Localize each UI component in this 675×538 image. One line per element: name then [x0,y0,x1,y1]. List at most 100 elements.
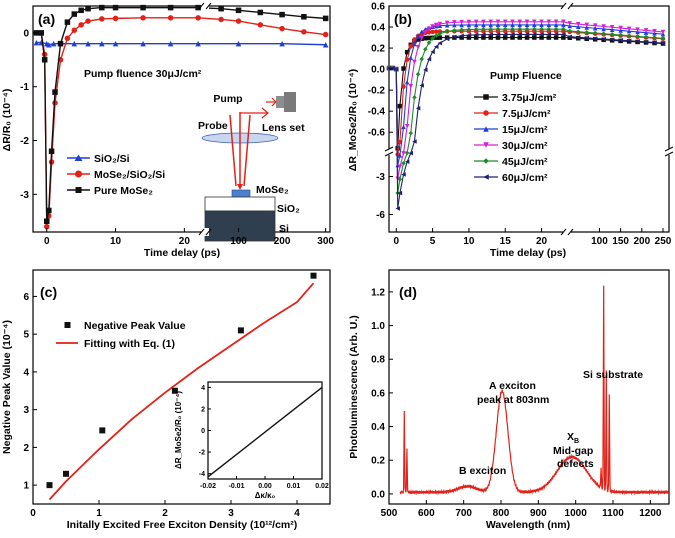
panel-b-xtick-l1: 5 [430,236,436,247]
panel-b-series-4-point-27 [524,26,530,32]
panel-b-ytick-t3: 0.0 [371,65,385,76]
panel-b-series-5-point-26 [517,32,523,37]
panel-b-series-4-point-5 [401,160,406,166]
panel-a-series-1-point-13 [112,15,119,22]
panel-c-inset-xtick-1: -0.01 [229,483,245,490]
panel-b-series-0-point-25 [510,35,515,40]
panel-a-series-2-point-7 [57,40,64,47]
legend-b-marker-3 [483,142,489,148]
panel-b-series-2-point-41 [635,29,640,35]
panel-b-series-3-point-25 [510,19,515,25]
panel-b-series-2-point-34 [575,24,581,30]
panel-c-legend: Negative Peak Value Fitting with Eq. (1) [56,320,186,350]
panel-c-inset-line [207,386,323,478]
legend-b-marker-0 [483,94,489,100]
panel-b-series-4-point-44 [660,36,666,41]
panel-b-series-5-point-41 [635,39,640,44]
panel-b-ytick-b0: -3 [376,172,385,183]
panel-a-axis-break-bottom-l [198,228,205,236]
panel-d-xtick-1: 600 [418,508,435,519]
legend-b-marker-5 [483,174,489,180]
panel-b-series-5-point-30 [546,32,552,37]
panel-b-series-2-point-4 [397,153,403,158]
panel-b-series-4-point-12 [426,40,432,46]
sio2-layer [204,196,276,212]
legend-a-marker-2 [75,187,82,193]
panel-a-fluence-annotation: Pump fluence 30μJ/cm² [84,68,202,80]
panel-b-series-5-point-8 [412,139,417,144]
legend-b-text-2: 15μJ/cm² [502,124,548,136]
panel-a-series-0-point-13 [235,40,242,47]
panel-b-xtick-l4: 20 [536,236,548,247]
panel-b-ybreak-a-0 [384,146,394,152]
panel-a-series-0-point-3 [46,41,52,48]
panel-d-ytick-2: 0.4 [371,422,385,433]
panel-b-xtick-r1: 150 [612,236,629,247]
panel-a-series-2-point-13 [112,4,119,11]
legend-a-text-0: SiO₂/Si [94,153,130,165]
panel-b-series-4-point-16 [444,29,450,34]
panel-b-axis-break-top-gap [563,2,571,10]
panel-b-series-2-point-22 [488,22,493,28]
panel-b-series-3-point-29 [539,19,544,25]
panel-c-ylabel: Negative Peak Value (10⁻⁴) [1,320,13,454]
panel-b-series-3-point-23 [495,19,501,25]
panel-a-series-1-point-20 [279,25,285,32]
panel-b-series-4-point-13 [430,36,435,41]
panel-b-series-3-point-18 [459,19,464,25]
panel-b-series-5-point-13 [430,49,435,55]
panel-b-series-4-point-9 [415,71,421,77]
panel-b-series-4-point-43 [652,35,657,40]
panel-c-ytick-4: 5 [23,330,29,341]
panel-b-series-0-point-30 [546,35,552,40]
panel-b-series-5-point-21 [481,32,486,37]
panel-d-label: (d) [399,284,417,300]
panel-b-series-3-point-5 [401,151,406,156]
legend-c-text-1: Fitting with Eq. (1) [84,338,175,350]
panel-b-series-3-point-42 [643,28,649,33]
panel-b-series-4-point-35 [584,30,589,35]
panel-b-ybreak-gap-0 [385,149,393,155]
panel-b-series-3-point-28 [532,19,537,25]
panel-d-ytick-6: 1.2 [371,287,385,298]
panel-c-xtick-2: 2 [162,508,168,519]
ann-a-exciton-1: A exciton [489,380,536,392]
panel-c-point-0 [46,482,53,489]
panel-c-point-1 [63,470,69,477]
legend-b-text-0: 3.75μJ/cm² [502,92,557,104]
panel-b-series-5-point-32 [561,32,566,37]
panel-b-series-3-point-6 [404,123,410,129]
panel-a-axis-break-top-gap [201,2,209,10]
panel-c-xlabel: Initally Excited Free Exciton Density (1… [67,519,297,531]
panel-b-series-3-point-16 [444,20,450,26]
legend-b-text-3: 30μJ/cm² [502,140,548,152]
panel-b-series-4-point-8 [412,95,417,100]
panel-b-series-5-point-17 [452,34,457,40]
panel-b-series-4-point-17 [452,28,457,33]
mose2-flake [231,189,251,198]
panel-a-series-1-point-16 [195,15,201,21]
panel-b-series-0-point-23 [495,35,501,40]
panel-b-series-3-point-8 [412,59,417,65]
panel-b-series-5-point-19 [466,32,472,38]
panel-b-series-5-point-2 [394,66,399,72]
panel-b-series-2-point-5 [401,124,406,130]
panel-a-xtick-l1: 10 [110,236,122,247]
panel-b-series-4-point-26 [517,26,523,32]
panel-b-series-3-point-12 [426,26,432,32]
panel-b-series-5-point-37 [601,36,606,42]
panel-b-series-4-point-31 [553,26,559,32]
panel-b-xtick-l3: 15 [500,236,512,247]
panel-b-series-5-point-39 [618,37,623,43]
panel-a-series-1-point-15 [167,15,174,21]
panel-a-setup-inset: Pump Probe Lens set MoSe₂ SiO₂ Si [198,92,305,242]
panel-a-series-2-point-17 [218,5,224,12]
panel-b-series-0-point-5 [401,66,406,71]
panel-b-series-3-point-40 [626,26,632,32]
panel-a-series-2-point-9 [71,11,78,17]
panel-d-xlabel: Wavelength (nm) [486,519,570,531]
panel-a-ytick-1: -2 [20,136,29,147]
panel-a-series-0-point-15 [322,41,329,48]
panel-b-series-0-point-27 [524,35,530,40]
panel-b-series-5-point-34 [575,35,581,40]
